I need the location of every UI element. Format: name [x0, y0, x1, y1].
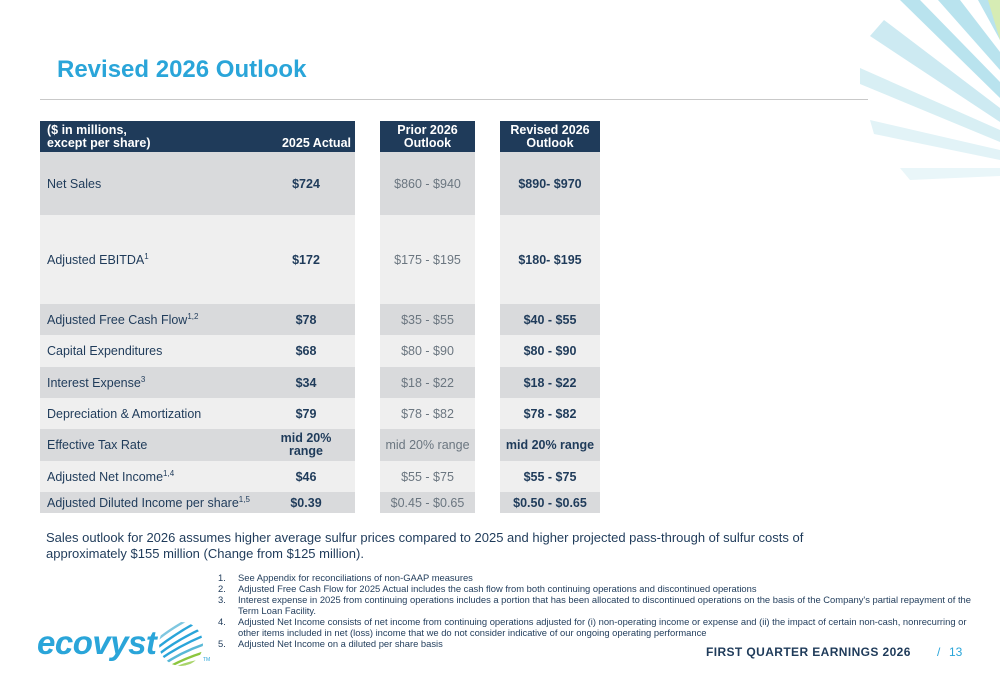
table-row: Adjusted Net Income1,4 $46 $55 - $75 $55… — [40, 461, 600, 492]
row-revised: mid 20% range — [500, 429, 600, 461]
footnote: 5. Adjusted Net Income on a diluted per s… — [218, 638, 443, 649]
row-revised: $55 - $75 — [500, 461, 600, 492]
row-prior: mid 20% range — [380, 429, 475, 461]
sunburst-decoration-icon — [860, 0, 1000, 180]
row-label: Effective Tax Rate — [40, 429, 257, 461]
sales-outlook-note: Sales outlook for 2026 assumes higher av… — [46, 530, 804, 561]
row-prior: $860 - $940 — [380, 152, 475, 215]
row-actual: $46 — [257, 461, 355, 492]
row-actual: $0.39 — [257, 492, 355, 513]
title-divider — [40, 99, 868, 100]
row-revised: $18 - $22 — [500, 367, 600, 398]
table-row: Net Sales $724 $860 - $940 $890- $970 — [40, 152, 600, 215]
row-prior: $55 - $75 — [380, 461, 475, 492]
row-actual: $724 — [257, 152, 355, 215]
row-revised: $78 - $82 — [500, 398, 600, 429]
row-label: Adjusted EBITDA1 — [40, 215, 257, 304]
row-prior: $18 - $22 — [380, 367, 475, 398]
table-row: Effective Tax Rate mid 20% range mid 20% … — [40, 429, 600, 461]
footnotes-list: 1. See Appendix for reconciliations of no… — [218, 572, 978, 649]
header-2025-actual: 2025 Actual — [257, 121, 355, 152]
page-number: 13 — [949, 645, 963, 659]
table-row: Adjusted EBITDA1 $172 $175 - $195 $180- … — [40, 215, 600, 304]
footnote: 1. See Appendix for reconciliations of no… — [218, 572, 473, 583]
row-label: Depreciation & Amortization — [40, 398, 257, 429]
row-label: Adjusted Diluted Income per share1,5 — [40, 492, 257, 513]
row-revised: $890- $970 — [500, 152, 600, 215]
header-prior-outlook: Prior 2026 Outlook — [380, 121, 475, 152]
header-label: ($ in millions, except per share) — [40, 121, 257, 152]
row-label: Adjusted Free Cash Flow1,2 — [40, 304, 257, 335]
outlook-table: ($ in millions, except per share) 2025 A… — [40, 121, 600, 513]
footnote: 4. Adjusted Net Income consists of net in… — [218, 616, 967, 638]
row-label: Interest Expense3 — [40, 367, 257, 398]
header-revised-outlook: Revised 2026 Outlook — [500, 121, 600, 152]
row-prior: $35 - $55 — [380, 304, 475, 335]
row-actual: mid 20% range — [257, 429, 355, 461]
sphere-swirl-icon — [159, 622, 203, 666]
row-label: Net Sales — [40, 152, 257, 215]
table-row: Depreciation & Amortization $79 $78 - $8… — [40, 398, 600, 429]
table-row: Capital Expenditures $68 $80 - $90 $80 -… — [40, 335, 600, 367]
row-label: Adjusted Net Income1,4 — [40, 461, 257, 492]
row-actual: $34 — [257, 367, 355, 398]
row-revised: $80 - $90 — [500, 335, 600, 367]
row-actual: $79 — [257, 398, 355, 429]
table-header-row: ($ in millions, except per share) 2025 A… — [40, 121, 600, 152]
table-row: Adjusted Free Cash Flow1,2 $78 $35 - $55… — [40, 304, 600, 335]
row-prior: $80 - $90 — [380, 335, 475, 367]
row-revised: $0.50 - $0.65 — [500, 492, 600, 513]
table-row: Adjusted Diluted Income per share1,5 $0.… — [40, 492, 600, 513]
logo-wordmark: ecovyst — [37, 624, 157, 661]
row-prior: $78 - $82 — [380, 398, 475, 429]
footnote: 2. Adjusted Free Cash Flow for 2025 Actua… — [218, 583, 757, 594]
page-title: Revised 2026 Outlook — [57, 56, 307, 83]
row-prior: $0.45 - $0.65 — [380, 492, 475, 513]
trademark-mark: TM — [203, 657, 211, 663]
table-row: Interest Expense3 $34 $18 - $22 $18 - $2… — [40, 367, 600, 398]
row-actual: $172 — [257, 215, 355, 304]
row-revised: $180- $195 — [500, 215, 600, 304]
row-label: Capital Expenditures — [40, 335, 257, 367]
footer-title: FIRST QUARTER EARNINGS 2026 — [706, 645, 911, 659]
row-revised: $40 - $55 — [500, 304, 600, 335]
footnote: 3. Interest expense in 2025 from continui… — [218, 594, 971, 616]
footer-separator: / — [937, 645, 941, 659]
row-actual: $78 — [257, 304, 355, 335]
row-actual: $68 — [257, 335, 355, 367]
row-prior: $175 - $195 — [380, 215, 475, 304]
ecovyst-logo: ecovyst TM — [37, 620, 217, 670]
